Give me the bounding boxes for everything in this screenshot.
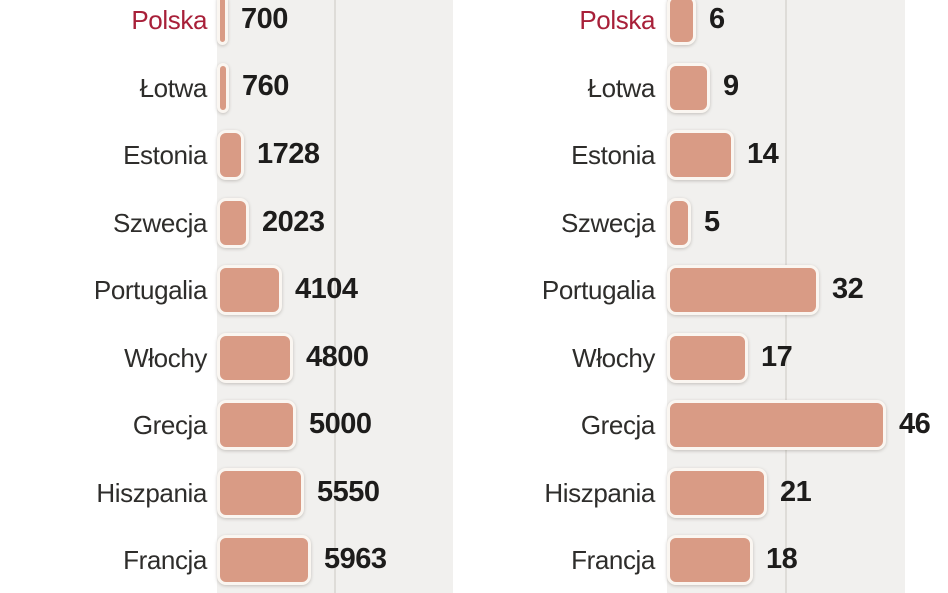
bar (217, 265, 282, 315)
value-label: 18 (766, 543, 798, 575)
country-label: Francja (123, 545, 207, 575)
bar (667, 333, 748, 383)
value-label: 760 (242, 70, 289, 102)
value-label: 4104 (295, 273, 358, 305)
value-label: 21 (780, 476, 812, 508)
value-label: 5550 (317, 476, 380, 508)
country-label: Estonia (571, 140, 655, 170)
bar (667, 130, 734, 180)
value-label: 5963 (324, 543, 387, 575)
value-label: 2023 (262, 206, 325, 238)
country-label: Polska (131, 5, 207, 35)
value-label: 32 (832, 273, 864, 305)
country-label: Grecja (132, 410, 208, 440)
bar (667, 400, 886, 450)
value-label: 700 (241, 3, 288, 35)
value-label: 17 (761, 341, 793, 373)
value-label: 4800 (306, 341, 369, 373)
country-label: Estonia (123, 140, 207, 170)
value-label: 14 (747, 138, 779, 170)
country-label: Francja (571, 545, 655, 575)
value-label: 1728 (257, 138, 320, 170)
bar (667, 198, 691, 248)
country-label: Szwecja (112, 208, 207, 238)
country-label: Portugalia (541, 275, 655, 305)
country-label: Hiszpania (96, 478, 207, 508)
bar (217, 0, 228, 45)
bar (217, 400, 296, 450)
bar (667, 468, 767, 518)
bar (667, 265, 819, 315)
value-label: 6 (709, 3, 725, 35)
gridline (334, 0, 336, 593)
value-label: 5000 (309, 408, 372, 440)
bar (217, 468, 304, 518)
value-label: 46 (899, 408, 931, 440)
country-label: Łotwa (587, 73, 656, 103)
bar (217, 63, 229, 113)
country-label: Włochy (572, 343, 655, 373)
value-label: 5 (704, 206, 720, 238)
country-label: Grecja (580, 410, 656, 440)
country-label: Włochy (124, 343, 207, 373)
country-label: Hiszpania (544, 478, 655, 508)
country-label: Portugalia (93, 275, 207, 305)
country-label: Szwecja (560, 208, 655, 238)
bar (217, 333, 293, 383)
country-label: Polska (579, 5, 655, 35)
bar (217, 198, 249, 248)
bar (217, 535, 311, 585)
bar (217, 130, 244, 180)
bar (667, 63, 710, 113)
bar (667, 0, 696, 45)
bar (667, 535, 753, 585)
value-label: 9 (723, 70, 739, 102)
country-label: Łotwa (139, 73, 208, 103)
